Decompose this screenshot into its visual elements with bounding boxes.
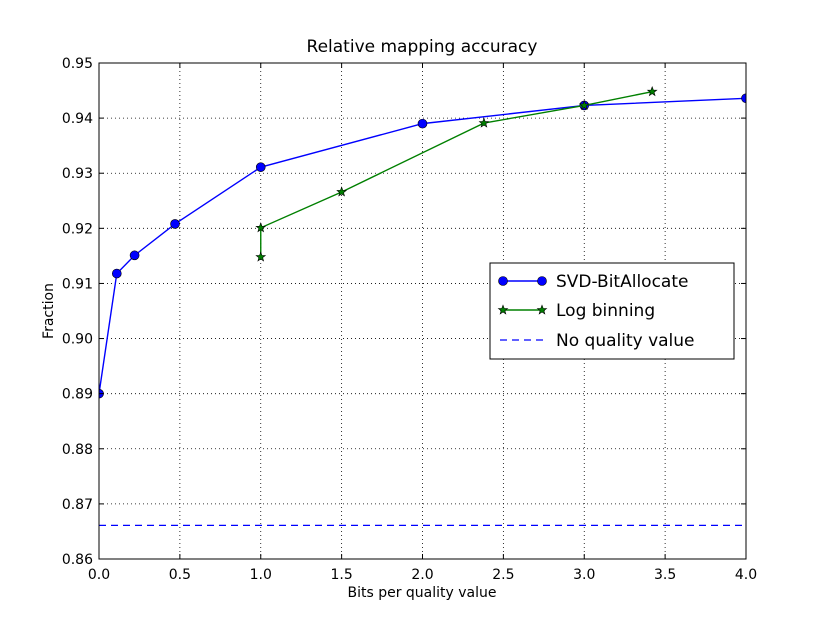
- x-axis-label: Bits per quality value: [347, 585, 496, 601]
- y-tick-label: 0.89: [62, 387, 93, 403]
- x-tick-label: 1.5: [330, 567, 352, 583]
- data-point-log-binning: [578, 99, 590, 111]
- x-tick-label: 2.5: [492, 567, 514, 583]
- ticks: 0.0 0.5 1.0 1.5 2.0 2.5 3.0 3.5 4.0 0.86 0.87 0.88 0…: [62, 56, 757, 583]
- legend-marker-log-binning: [497, 304, 509, 315]
- legend-label-log-binning: Log binning: [556, 301, 655, 321]
- data-point-log-binning: [646, 85, 658, 97]
- y-tick-label: 0.93: [62, 166, 93, 182]
- legend-label-no-quality-value: No quality value: [556, 331, 695, 351]
- legend: SVD-BitAllocate Log binning No quality val…: [489, 262, 735, 360]
- data-point-svd-bitallocate: [170, 219, 180, 229]
- data-point-svd-bitallocate: [417, 118, 428, 129]
- legend-box: [489, 262, 735, 360]
- x-tick-label: 0.5: [169, 567, 191, 583]
- x-tick-label: 2.0: [411, 567, 433, 583]
- legend-marker-svd-bitallocate: [498, 276, 508, 286]
- series-line-log-binning: [260, 90, 653, 257]
- x-tick-label: 3.5: [654, 567, 676, 583]
- x-tick-label: 1.0: [250, 567, 272, 583]
- y-axis-label: Fraction: [41, 283, 57, 339]
- data-point-log-binning: [255, 222, 267, 233]
- legend-marker-svd-bitallocate: [537, 276, 547, 286]
- data-point-svd-bitallocate: [741, 93, 746, 104]
- y-tick-label: 0.86: [62, 552, 93, 568]
- y-tick-label: 0.87: [62, 497, 93, 513]
- series-layer: [99, 85, 746, 526]
- x-tick-label: 4.0: [735, 567, 757, 583]
- chart-title: Relative mapping accuracy: [307, 37, 538, 57]
- data-point-svd-bitallocate: [255, 162, 266, 172]
- x-tick-label: 0.0: [88, 567, 110, 583]
- y-tick-label: 0.94: [62, 111, 93, 127]
- legend-label-svd-bitallocate: SVD-BitAllocate: [556, 272, 688, 292]
- data-point-log-binning: [255, 251, 267, 262]
- y-tick-label: 0.92: [62, 221, 93, 237]
- data-point-log-binning: [336, 186, 348, 197]
- y-tick-label: 0.91: [62, 276, 93, 292]
- y-tick-label: 0.95: [62, 56, 93, 72]
- x-tick-label: 3.0: [573, 567, 595, 583]
- legend-marker-log-binning: [536, 304, 548, 315]
- y-tick-label: 0.90: [62, 332, 93, 348]
- data-point-svd-bitallocate: [129, 250, 140, 261]
- data-point-svd-bitallocate: [111, 268, 122, 279]
- data-point-log-binning: [478, 117, 490, 128]
- y-tick-label: 0.88: [62, 442, 93, 458]
